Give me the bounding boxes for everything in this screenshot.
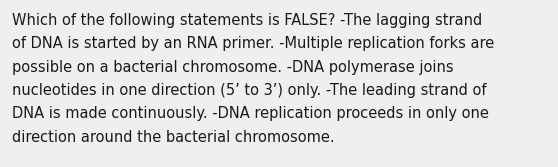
Text: DNA is made continuously. -DNA replication proceeds in only one: DNA is made continuously. -DNA replicati… xyxy=(12,106,489,121)
Text: direction around the bacterial chromosome.: direction around the bacterial chromosom… xyxy=(12,129,335,144)
Text: Which of the following statements is FALSE? -The lagging strand: Which of the following statements is FAL… xyxy=(12,13,482,28)
Text: of DNA is started by an RNA primer. -Multiple replication forks are: of DNA is started by an RNA primer. -Mul… xyxy=(12,36,494,51)
Text: possible on a bacterial chromosome. -DNA polymerase joins: possible on a bacterial chromosome. -DNA… xyxy=(12,60,454,75)
Text: nucleotides in one direction (5’ to 3’) only. -The leading strand of: nucleotides in one direction (5’ to 3’) … xyxy=(12,83,487,98)
